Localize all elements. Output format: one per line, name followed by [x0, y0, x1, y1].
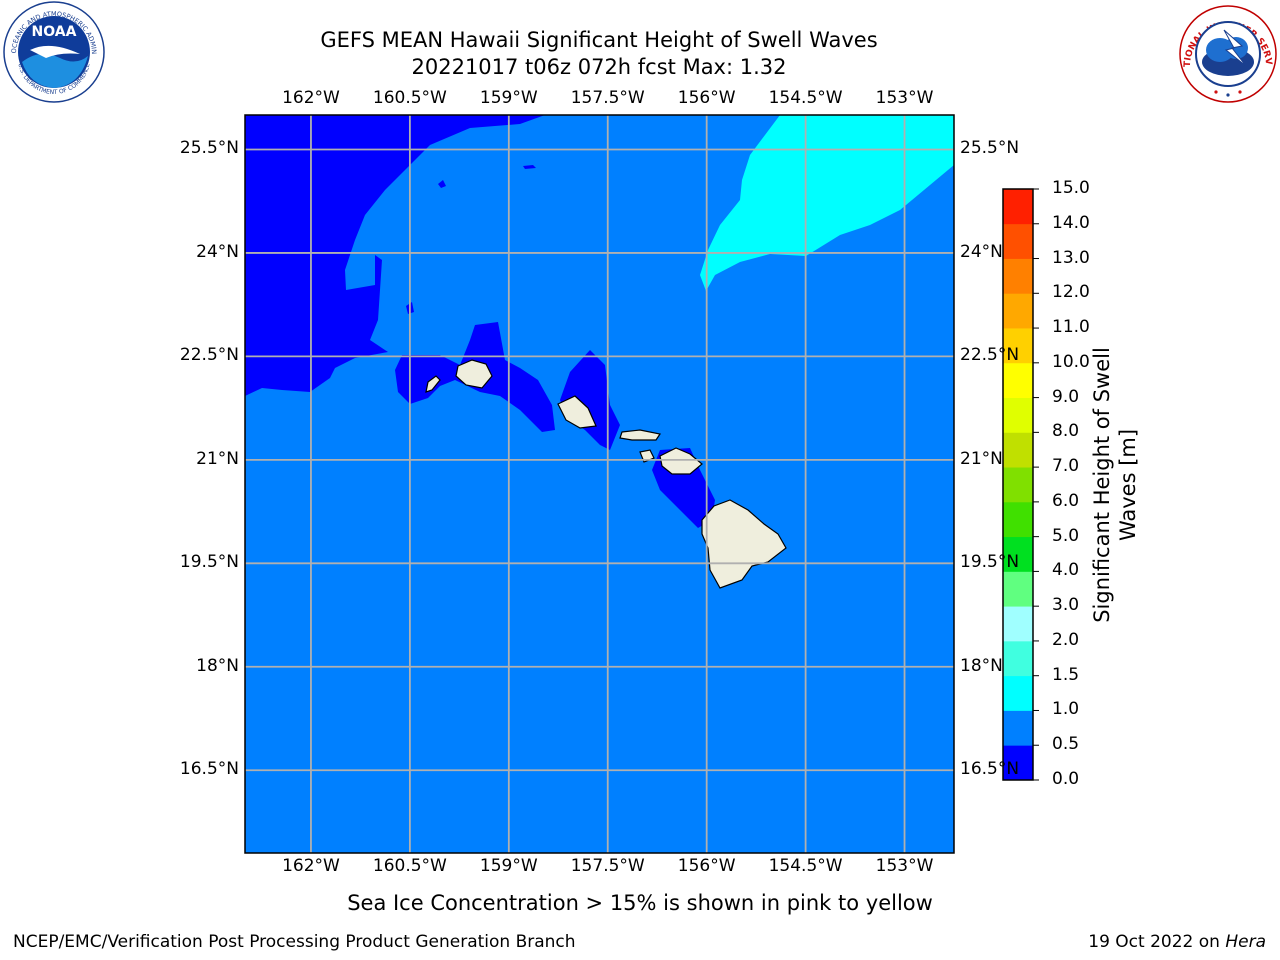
colorbar-tick-label: 15.0	[1052, 178, 1090, 198]
swell-band-0-0.5	[438, 180, 446, 188]
swell-band-0-0.5	[245, 115, 545, 396]
island-land	[425, 375, 441, 393]
colorbar-segment	[1003, 536, 1033, 572]
swell-band-0-0.5	[320, 300, 336, 332]
island-land	[659, 447, 703, 475]
colorbar-segment	[1003, 710, 1033, 746]
colorbar-tick-label: 1.5	[1052, 664, 1080, 685]
longitude-label-bottom: 153°W	[875, 856, 934, 876]
latitude-label-left: 25.5°N	[179, 138, 239, 159]
latitude-label-left: 16.5°N	[179, 759, 239, 780]
latitude-label-left: 21°N	[196, 448, 239, 469]
swell-band-1.0-1.5	[700, 115, 954, 291]
colorbar-tick-label: 1.0	[1052, 699, 1080, 720]
latitude-label-right: 21°N	[960, 448, 1003, 469]
noaa-logo-text: NOAA	[32, 24, 77, 40]
colorbar-tick-label: 5.0	[1052, 525, 1080, 546]
latitude-label-left: 19.5°N	[179, 552, 239, 573]
colorbar-segment	[1003, 571, 1033, 607]
colorbar-segment	[1003, 675, 1033, 711]
colorbar-tick-label: 6.0	[1052, 490, 1080, 511]
colorbar-segment	[1003, 258, 1033, 294]
island-land	[619, 429, 661, 441]
colorbar-tick-label: 9.0	[1052, 386, 1080, 407]
longitude-label-bottom: 160.5°W	[372, 856, 447, 876]
latitude-label-right: 18°N	[960, 655, 1003, 676]
colorbar-segment	[1003, 189, 1033, 225]
colorbar-tick-label: 14.0	[1052, 212, 1090, 233]
longitude-label-top: 162°W	[282, 88, 340, 108]
island-land	[557, 395, 597, 429]
island-land	[701, 499, 787, 589]
swell-band-0-0.5	[523, 165, 536, 169]
longitude-label-bottom: 159°W	[479, 856, 538, 876]
longitude-label-bottom: 157.5°W	[570, 856, 645, 876]
colorbar-segment	[1003, 745, 1033, 781]
longitude-label-bottom: 156°W	[677, 856, 736, 876]
colorbar-label: Significant Height of Swell Waves [m]	[1089, 347, 1141, 623]
forecast-subtitle: 20221017 t06z 072h fcst Max: 1.32	[411, 55, 787, 79]
colorbar-segment	[1003, 328, 1033, 364]
colorbar-tick-label: 13.0	[1052, 247, 1090, 268]
latitude-label-right: 19.5°N	[960, 552, 1020, 573]
colorbar-tick-label: 10.0	[1052, 351, 1090, 372]
colorbar-segment	[1003, 606, 1033, 642]
colorbar-label-line1: Significant Height of Swell	[1090, 347, 1114, 623]
latitude-label-right: 25.5°N	[960, 138, 1020, 159]
footer-branch: NCEP/EMC/Verification Post Processing Pr…	[13, 932, 576, 952]
swell-band-0-0.5	[560, 350, 620, 450]
latitude-label-left: 22.5°N	[179, 345, 239, 366]
longitude-label-top: 154.5°W	[768, 88, 843, 108]
colorbar-frame	[1002, 188, 1034, 781]
colorbar-tick-label: 11.0	[1052, 317, 1090, 338]
latitude-label-left: 18°N	[196, 655, 239, 676]
colorbar-segment	[1003, 397, 1033, 433]
colorbar-segment	[1003, 467, 1033, 503]
swell-band-0-0.5	[320, 232, 336, 256]
sea-ice-note: Sea Ice Concentration > 15% is shown in …	[347, 891, 933, 915]
island-land	[455, 359, 493, 389]
longitude-label-top: 157.5°W	[570, 88, 645, 108]
latitude-label-right: 16.5°N	[960, 759, 1020, 780]
colorbar-tick-label: 12.0	[1052, 282, 1090, 303]
map-title: GEFS MEAN Hawaii Significant Height of S…	[320, 28, 878, 52]
colorbar-label-line2: Waves [m]	[1116, 428, 1140, 542]
footer-host: Hera	[1225, 932, 1266, 952]
latitude-label-right: 22.5°N	[960, 345, 1020, 366]
longitude-label-top: 160.5°W	[372, 88, 447, 108]
longitude-label-bottom: 154.5°W	[768, 856, 843, 876]
longitude-label-top: 159°W	[479, 88, 538, 108]
colorbar-segment	[1003, 223, 1033, 259]
map-gridlines	[245, 115, 954, 853]
nws-logo: NATIONAL WEATHER SERVICE	[1176, 0, 1277, 103]
longitude-label-top: 156°W	[677, 88, 736, 108]
longitude-label-bottom: 162°W	[282, 856, 340, 876]
latitude-label-left: 24°N	[196, 241, 239, 262]
colorbar-segment	[1003, 432, 1033, 468]
colorbar	[1002, 188, 1039, 781]
colorbar-segment	[1003, 640, 1033, 677]
longitude-label-top: 153°W	[875, 88, 934, 108]
colorbar-tick-label: 3.0	[1052, 595, 1080, 616]
colorbar-tick-label: 0.0	[1052, 769, 1080, 789]
colorbar-tick-label: 8.0	[1052, 421, 1080, 442]
latitude-label-right: 24°N	[960, 241, 1003, 262]
footer-date: 19 Oct 2022 on Hera	[1088, 932, 1266, 952]
colorbar-segment	[1003, 501, 1033, 538]
map-frame	[244, 114, 955, 854]
ocean-band-0.5-1.0	[245, 115, 954, 853]
colorbar-tick-label: 0.5	[1052, 734, 1080, 755]
colorbar-tick-label: 4.0	[1052, 560, 1080, 581]
colorbar-segment	[1003, 293, 1033, 329]
colorbar-tick-label: 7.0	[1052, 456, 1080, 477]
footer-date-text: 19 Oct 2022 on	[1088, 932, 1226, 952]
noaa-logo: NATIONAL OCEANIC AND ATMOSPHERIC ADMINIS…	[0, 0, 105, 103]
colorbar-tick-label: 2.0	[1052, 629, 1080, 650]
colorbar-segment	[1003, 362, 1033, 398]
